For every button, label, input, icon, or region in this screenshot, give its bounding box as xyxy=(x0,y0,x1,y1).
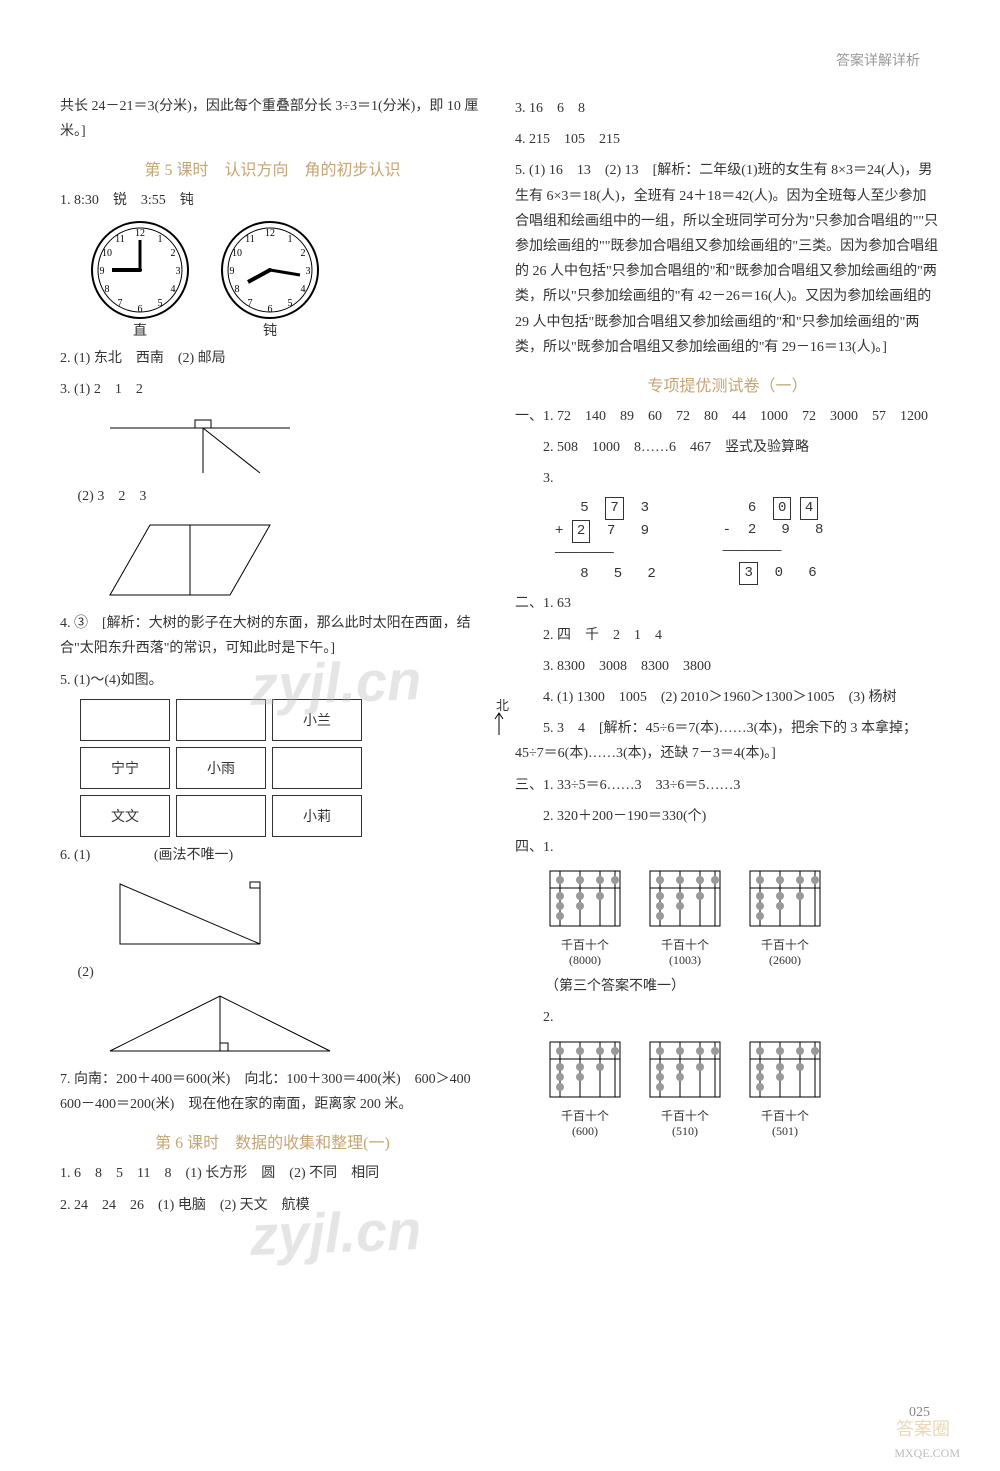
p4q2: 2. xyxy=(515,1005,940,1030)
svg-text:10: 10 xyxy=(102,248,112,259)
page: 答案详解详析 共长 24－21＝3(分米)，因此每个重叠部分长 3÷3＝1(分米… xyxy=(0,0,1000,1471)
triangle-diagram-2 xyxy=(90,991,350,1061)
abacus1-note: （第三个答案不唯一） xyxy=(545,974,940,999)
svg-text:8: 8 xyxy=(235,284,240,295)
p2q2: 2. 四 千 2 1 4 xyxy=(515,623,940,648)
s6q1: 1. 6 8 5 11 8 (1) 长方形 圆 (2) 不同 相同 xyxy=(60,1161,485,1186)
q4: 4. ③ [解析：大树的影子在大树的东面，那么此时太阳在西面，结合"太阳东升西落… xyxy=(60,611,485,661)
page-header: 答案详解详析 xyxy=(60,50,940,70)
s6q2: 2. 24 24 26 (1) 电脑 (2) 天文 航模 xyxy=(60,1193,485,1218)
intro-text: 共长 24－21＝3(分米)，因此每个重叠部分长 3÷3＝1(分米)，即 10 … xyxy=(60,94,485,144)
svg-text:11: 11 xyxy=(115,234,125,245)
angle-diagram-2 xyxy=(90,515,310,605)
p2q3: 3. 8300 3008 8300 3800 xyxy=(515,654,940,679)
q6: 6. (1) (画法不唯一) xyxy=(60,843,485,868)
abacus-item: 千百十个(8000) xyxy=(545,866,625,968)
abacus-row-1: 千百十个(8000)千百十个(1003)千百十个(2600) xyxy=(545,866,940,968)
rq5: 5. (1) 16 13 (2) 13 [解析：二年级(1)班的女生有 8×3＝… xyxy=(515,158,940,360)
triangle-diagram-1 xyxy=(90,874,310,954)
grid-cell: 小雨 xyxy=(176,747,266,789)
p2q5: 5. 3 4 [解析：45÷6＝7(本)……3(本)，把余下的 3 本拿掉；45… xyxy=(515,716,940,766)
grid-cell xyxy=(176,699,266,741)
svg-text:12: 12 xyxy=(265,228,275,239)
two-columns: 共长 24－21＝3(分米)，因此每个重叠部分长 3÷3＝1(分米)，即 10 … xyxy=(60,90,940,1224)
bottom-badge-url: MXQE.COM xyxy=(894,1446,960,1461)
q5: 5. (1)～(4)如图。 xyxy=(60,668,485,693)
svg-text:1: 1 xyxy=(158,234,163,245)
svg-text:6: 6 xyxy=(268,304,273,315)
clocks: 1212 345 678 91011 直 xyxy=(90,220,485,340)
grid-cell: 文文 xyxy=(80,795,170,837)
q6-note: (画法不唯一) xyxy=(154,848,233,863)
clock-right-label: 钝 xyxy=(220,320,320,340)
p2q1: 二、1. 63 xyxy=(515,591,940,616)
svg-text:2: 2 xyxy=(171,248,176,259)
grid-cell xyxy=(272,747,362,789)
test-title: 专项提优测试卷（一） xyxy=(515,372,940,396)
right-column: 3. 16 6 8 4. 215 105 215 5. (1) 16 13 (2… xyxy=(515,90,940,1224)
p2q4: 4. (1) 1300 1005 (2) 2010＞1960＞1300＞1005… xyxy=(515,685,940,710)
grid-cell: 小莉 xyxy=(272,795,362,837)
abacus-item: 千百十个(1003) xyxy=(645,866,725,968)
rq3: 3. 16 6 8 xyxy=(515,96,940,121)
q7: 7. 向南：200＋400＝600(米) 向北：100＋300＝400(米) 6… xyxy=(60,1067,485,1117)
p1q3label: 3. xyxy=(515,466,940,491)
north-arrow-icon xyxy=(493,711,505,735)
rq4: 4. 215 105 215 xyxy=(515,127,940,152)
svg-text:1: 1 xyxy=(288,234,293,245)
svg-text:4: 4 xyxy=(171,284,176,295)
svg-text:5: 5 xyxy=(288,298,293,309)
p1q2: 2. 508 1000 8……6 467 竖式及验算略 xyxy=(515,435,940,460)
clock-icon: 1212 345 678 91011 xyxy=(220,220,320,320)
direction-grid: 北 小兰 宁宁 小雨 文文 小莉 xyxy=(80,699,485,837)
svg-text:12: 12 xyxy=(135,228,145,239)
angle-diagram-1 xyxy=(90,408,310,478)
svg-text:4: 4 xyxy=(301,284,306,295)
q6b: (2) xyxy=(60,960,485,985)
q3b: (2) 3 2 3 xyxy=(60,484,485,509)
abacus-row-2: 千百十个(600)千百十个(510)千百十个(501) xyxy=(545,1037,940,1139)
p4label: 四、1. xyxy=(515,835,940,860)
svg-text:8: 8 xyxy=(105,284,110,295)
abacus-item: 千百十个(501) xyxy=(745,1037,825,1139)
svg-text:3: 3 xyxy=(306,266,311,277)
grid-cell xyxy=(176,795,266,837)
q1: 1. 8:30 锐 3:55 钝 xyxy=(60,188,485,213)
svg-text:10: 10 xyxy=(232,248,242,259)
svg-text:2: 2 xyxy=(301,248,306,259)
abacus-item: 千百十个(510) xyxy=(645,1037,725,1139)
arith-block-1: 5 7 3 + 2 7 9 ――――――― 8 5 2 xyxy=(555,497,673,585)
section6-title: 第 6 课时 数据的收集和整理(一) xyxy=(60,1129,485,1153)
svg-text:3: 3 xyxy=(176,266,181,277)
q3a: 3. (1) 2 1 2 xyxy=(60,377,485,402)
svg-text:9: 9 xyxy=(100,266,105,277)
clock-left-label: 直 xyxy=(90,320,190,340)
clock-left: 1212 345 678 91011 直 xyxy=(90,220,190,340)
p1q1: 一、1. 72 140 89 60 72 80 44 1000 72 3000 … xyxy=(515,404,940,429)
section5-title: 第 5 课时 认识方向 角的初步认识 xyxy=(60,156,485,180)
clock-right: 1212 345 678 91011 钝 xyxy=(220,220,320,340)
bottom-badge: 答案圈 xyxy=(896,1415,950,1441)
left-column: 共长 24－21＝3(分米)，因此每个重叠部分长 3÷3＝1(分米)，即 10 … xyxy=(60,90,485,1224)
svg-text:7: 7 xyxy=(118,298,123,309)
q6-label: 6. (1) xyxy=(60,848,90,863)
p3q1: 三、1. 33÷5＝6……3 33÷6＝5……3 xyxy=(515,773,940,798)
svg-text:9: 9 xyxy=(230,266,235,277)
clock-icon: 1212 345 678 91011 xyxy=(90,220,190,320)
grid-cell: 小兰 xyxy=(272,699,362,741)
svg-text:6: 6 xyxy=(138,304,143,315)
svg-text:7: 7 xyxy=(248,298,253,309)
abacus-item: 千百十个(600) xyxy=(545,1037,625,1139)
q2: 2. (1) 东北 西南 (2) 邮局 xyxy=(60,346,485,371)
grid-cell: 宁宁 xyxy=(80,747,170,789)
grid-cell xyxy=(80,699,170,741)
abacus-item: 千百十个(2600) xyxy=(745,866,825,968)
svg-text:5: 5 xyxy=(158,298,163,309)
p3q2: 2. 320＋200－190＝330(个) xyxy=(515,804,940,829)
svg-text:11: 11 xyxy=(245,234,255,245)
arith-block-2: 6 0 4 - 2 9 8 ――――――― 3 0 6 xyxy=(723,497,841,585)
vertical-arithmetic: 5 7 3 + 2 7 9 ――――――― 8 5 2 6 0 4 - 2 9 … xyxy=(555,497,940,585)
